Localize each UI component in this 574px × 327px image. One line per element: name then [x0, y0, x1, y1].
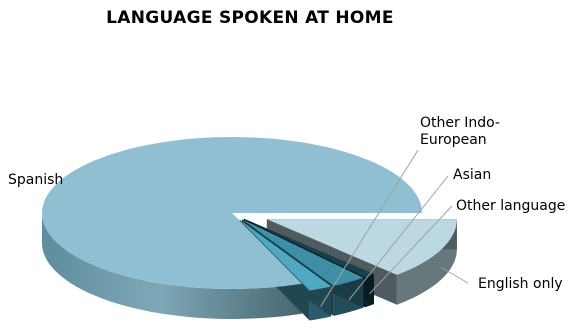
slice-label-english-only: English only — [478, 276, 563, 292]
slice-label-other-language: Other language — [456, 198, 565, 214]
slice-side-english-only — [396, 219, 457, 305]
slice-other-language — [243, 218, 374, 278]
pie-labels: English only Other language Asian Other Ind… — [8, 115, 565, 307]
leader-line-other-language — [369, 205, 453, 295]
slice-asian — [242, 219, 364, 286]
slice-other-indo-european — [239, 219, 332, 291]
pie-tops — [42, 137, 457, 291]
slice-side-spanish — [42, 213, 302, 319]
slice-spanish — [42, 137, 422, 289]
chart-title: LANGUAGE SPOKEN AT HOME — [106, 8, 394, 28]
slice-english-only — [266, 219, 457, 275]
slice-label-asian: Asian — [453, 167, 491, 183]
leader-line-english-only — [440, 267, 469, 284]
slice-label-spanish: Spanish — [8, 172, 63, 188]
slice-label-other-indo-european: Other Indo-European — [420, 115, 500, 148]
leader-line-other-indo-european — [320, 149, 419, 307]
leader-line-asian — [348, 175, 449, 301]
